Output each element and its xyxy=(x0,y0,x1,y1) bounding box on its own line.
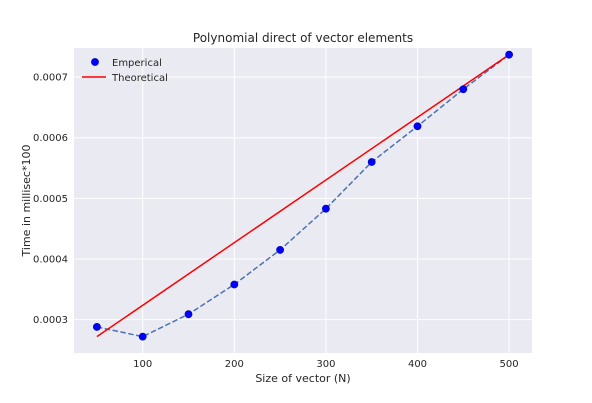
x-axis-label: Size of vector (N) xyxy=(255,372,350,385)
grid xyxy=(74,48,532,353)
legend-label-emperical: Emperical xyxy=(112,58,162,69)
y-tick-label: 0.0003 xyxy=(33,315,68,326)
y-tick-label: 0.0006 xyxy=(33,133,68,144)
data-point-emperical xyxy=(276,246,284,254)
x-tick-label: 100 xyxy=(133,359,152,370)
y-axis-label: Time in millisec*100 xyxy=(20,145,33,258)
legend: Emperical Theoretical xyxy=(82,58,168,84)
y-tick-label: 0.0007 xyxy=(33,73,68,84)
data-point-emperical xyxy=(321,204,330,213)
chart-title: Polynomial direct of vector elements xyxy=(193,31,413,45)
y-axis-ticks: 0.0003 0.0004 0.0005 0.0006 0.0007 xyxy=(33,73,68,327)
legend-entry-theoretical: Theoretical xyxy=(82,73,168,84)
y-tick-label: 0.0004 xyxy=(33,255,68,266)
legend-marker-emperical xyxy=(91,58,99,66)
data-point-emperical xyxy=(138,332,147,341)
x-axis-ticks: 100 200 300 400 500 xyxy=(133,359,518,370)
x-tick-label: 300 xyxy=(316,359,335,370)
series-line-emperical xyxy=(96,54,510,338)
data-point-emperical xyxy=(413,122,422,131)
legend-label-theoretical: Theoretical xyxy=(111,73,168,84)
x-tick-label: 200 xyxy=(225,359,244,370)
plot-area xyxy=(74,48,532,353)
series-line-theoretical xyxy=(96,54,510,338)
legend-entry-emperical: Emperical xyxy=(91,58,162,69)
series-layer xyxy=(93,50,513,341)
y-tick-label: 0.0005 xyxy=(33,194,68,205)
data-point-emperical xyxy=(459,85,468,94)
data-point-emperical xyxy=(184,310,193,319)
data-point-emperical xyxy=(505,50,513,59)
x-tick-label: 400 xyxy=(408,359,427,370)
data-point-emperical xyxy=(93,323,101,331)
data-point-emperical xyxy=(367,158,376,166)
data-point-emperical xyxy=(230,280,239,289)
x-tick-label: 500 xyxy=(500,359,519,370)
